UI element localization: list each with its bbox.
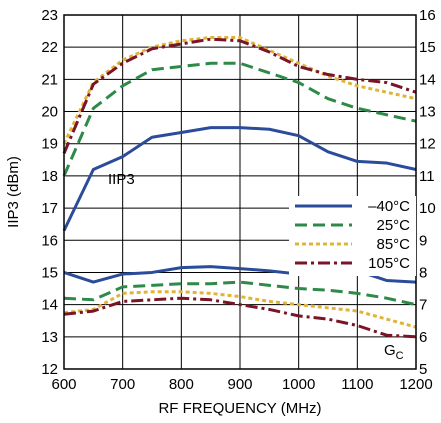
- y-tick-label: 13: [41, 329, 58, 346]
- y-tick-label: 20: [41, 104, 58, 121]
- y-tick-label: 19: [41, 136, 58, 153]
- y2-tick-label: 15: [419, 39, 436, 56]
- legend-label: 105°C: [368, 255, 410, 272]
- y2-tick-label: 8: [419, 264, 427, 281]
- y-tick-label: 18: [41, 168, 58, 185]
- iip3-curve-label: IIP3: [108, 171, 135, 188]
- legend-background: [289, 196, 416, 276]
- y2-tick-label: 9: [419, 232, 427, 249]
- x-axis-title: RF FREQUENCY (MHz): [158, 400, 321, 417]
- gc-series-line: [63, 280, 417, 307]
- y2-tick-label: 7: [419, 297, 427, 314]
- x-tick-label: 1000: [282, 376, 315, 393]
- y2-tick-label: 11: [419, 168, 435, 185]
- y-tick-label: 14: [41, 297, 58, 314]
- x-tick-label: 1200: [399, 376, 432, 393]
- legend-label: 25°C: [376, 217, 410, 234]
- iip3-series-line: [62, 126, 417, 232]
- y-tick-label: 15: [41, 264, 58, 281]
- tick-layer: 600 700 800 900 1000 1100 1200 12 13 14 15 16 17 18 19…: [41, 7, 435, 393]
- y-tick-label: 22: [41, 39, 58, 56]
- y2-tick-label: 12: [419, 136, 436, 153]
- gc-curve-label: GC: [384, 342, 404, 362]
- x-tick-label: 900: [227, 376, 252, 393]
- x-tick-label: 600: [51, 376, 76, 393]
- y2-tick-label: 14: [419, 71, 436, 88]
- y-tick-label: 17: [41, 200, 58, 217]
- legend: –40°C 25°C 85°C 105°C: [289, 196, 416, 276]
- y-tick-label: 23: [41, 7, 58, 24]
- x-tick-label: 700: [110, 376, 135, 393]
- y2-tick-label: 16: [419, 7, 436, 24]
- y-tick-label: 16: [41, 232, 58, 249]
- iip3-series-line: [62, 61, 417, 177]
- x-tick-label: 800: [169, 376, 194, 393]
- series-layer: [62, 36, 417, 339]
- y2-tick-label: 13: [419, 104, 436, 121]
- legend-label: 85°C: [376, 236, 410, 253]
- iip3-series-line: [62, 36, 417, 145]
- y-tick-label: 21: [41, 71, 58, 88]
- x-tick-label: 1100: [341, 376, 373, 393]
- y-tick-label: 12: [41, 361, 58, 378]
- gc-series-line: [63, 296, 417, 339]
- plot-frame: [63, 14, 417, 370]
- y2-tick-label: 10: [419, 200, 436, 217]
- y2-tick-label: 6: [419, 329, 427, 346]
- y-axis-title: IIP3 (dBm): [5, 156, 22, 228]
- iip3-series-line: [62, 37, 417, 154]
- y2-tick-label: 5: [419, 361, 427, 378]
- legend-label: –40°C: [368, 198, 410, 215]
